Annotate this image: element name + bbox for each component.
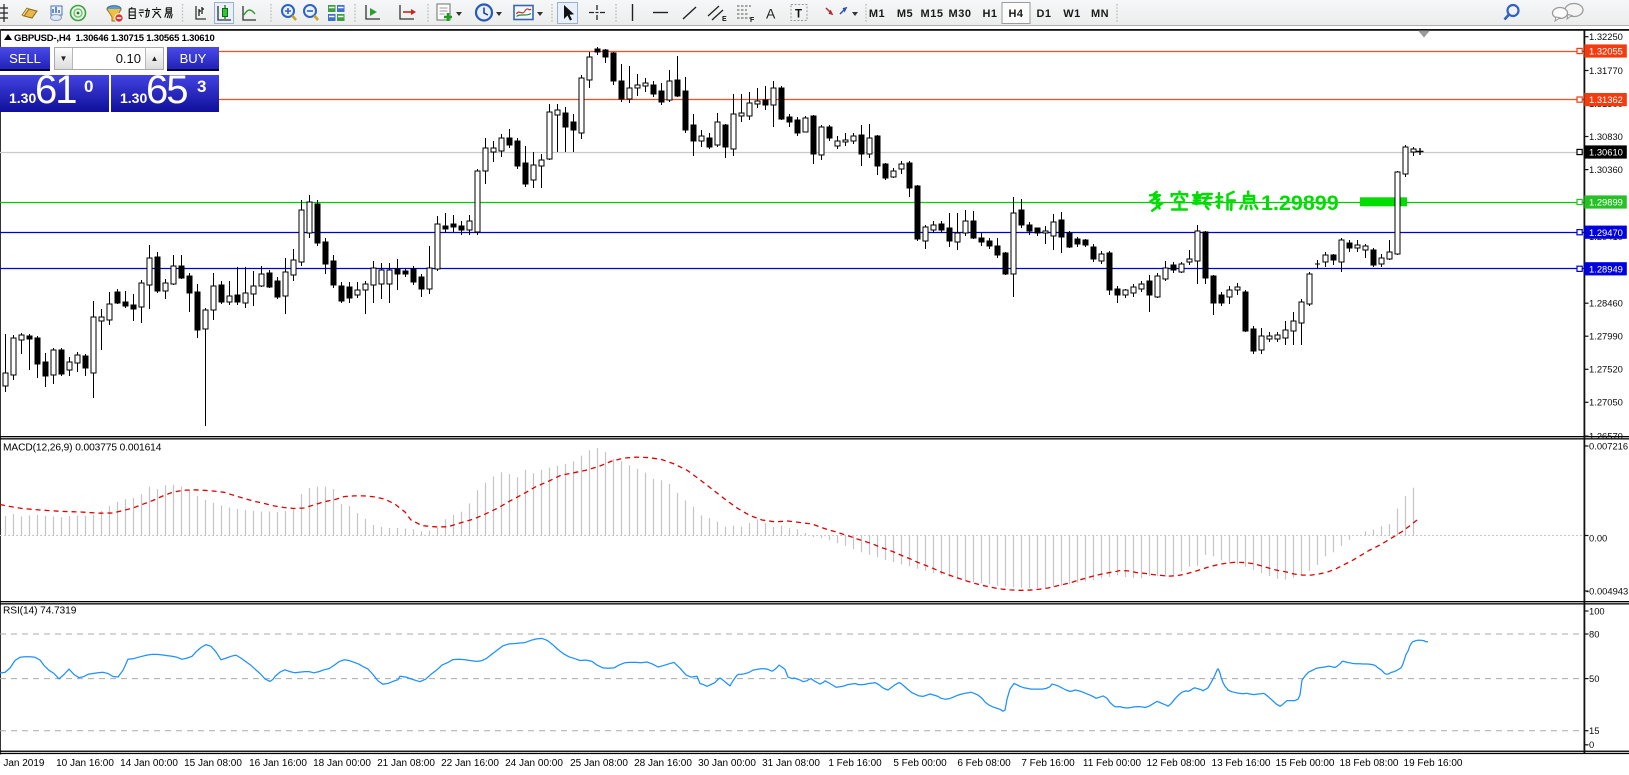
svg-text:H1: H1 <box>982 8 997 20</box>
svg-text:E: E <box>722 16 727 23</box>
svg-text:D1: D1 <box>1036 8 1051 20</box>
svg-text:6 Feb 08:00: 6 Feb 08:00 <box>957 758 1011 769</box>
svg-text:21 Jan 08:00: 21 Jan 08:00 <box>377 758 435 769</box>
svg-text:25 Jan 08:00: 25 Jan 08:00 <box>570 758 628 769</box>
svg-text:F: F <box>750 17 755 24</box>
svg-text:MACD(12,26,9) 0.003775 0.00161: MACD(12,26,9) 0.003775 0.001614 <box>3 443 162 454</box>
svg-text:7 Feb 16:00: 7 Feb 16:00 <box>1021 758 1075 769</box>
svg-text:M15: M15 <box>921 8 944 20</box>
svg-text:80: 80 <box>1589 628 1599 639</box>
svg-text:M30: M30 <box>949 8 972 20</box>
svg-text:15 Feb 00:00: 15 Feb 00:00 <box>1276 758 1335 769</box>
svg-text:28 Jan 16:00: 28 Jan 16:00 <box>634 758 692 769</box>
svg-text:11 Feb 00:00: 11 Feb 00:00 <box>1083 758 1142 769</box>
svg-text:M1: M1 <box>869 8 885 20</box>
svg-text:16 Jan 16:00: 16 Jan 16:00 <box>249 758 307 769</box>
svg-text:1.30610: 1.30610 <box>1589 147 1623 158</box>
svg-text:18 Jan 00:00: 18 Jan 00:00 <box>313 758 371 769</box>
svg-text:1.30360: 1.30360 <box>1589 164 1623 175</box>
svg-text:1.30830: 1.30830 <box>1589 131 1623 142</box>
svg-text:1.27520: 1.27520 <box>1589 364 1623 375</box>
svg-text:1.27990: 1.27990 <box>1589 331 1623 342</box>
svg-text:14 Jan 00:00: 14 Jan 00:00 <box>120 758 178 769</box>
svg-text:1.27050: 1.27050 <box>1589 397 1623 408</box>
svg-text:10 Jan 16:00: 10 Jan 16:00 <box>56 758 114 769</box>
svg-text:13 Feb 16:00: 13 Feb 16:00 <box>1212 758 1271 769</box>
svg-text:H4: H4 <box>1008 8 1023 20</box>
svg-text:1.29899: 1.29899 <box>1261 191 1339 215</box>
svg-text:1.26570: 1.26570 <box>1589 431 1623 442</box>
svg-text:5 Feb 00:00: 5 Feb 00:00 <box>893 758 947 769</box>
svg-text:M5: M5 <box>897 8 913 20</box>
svg-text:22 Jan 16:00: 22 Jan 16:00 <box>441 758 499 769</box>
svg-text:1.29899: 1.29899 <box>1589 197 1623 208</box>
svg-text:1 Feb 16:00: 1 Feb 16:00 <box>828 758 882 769</box>
svg-text:31 Jan 08:00: 31 Jan 08:00 <box>762 758 820 769</box>
svg-text:A: A <box>766 6 776 22</box>
svg-text:1.28460: 1.28460 <box>1589 298 1623 309</box>
svg-text:MN: MN <box>1091 8 1109 20</box>
svg-text:1.29470: 1.29470 <box>1589 227 1623 238</box>
svg-text:1.32250: 1.32250 <box>1589 31 1623 42</box>
svg-text:9 Jan 2019: 9 Jan 2019 <box>0 758 45 769</box>
svg-text:0: 0 <box>1589 739 1594 750</box>
svg-text:0.007216: 0.007216 <box>1589 440 1628 451</box>
svg-text:1.28949: 1.28949 <box>1589 263 1623 274</box>
svg-text:30 Jan 00:00: 30 Jan 00:00 <box>698 758 756 769</box>
svg-text:50: 50 <box>1589 673 1599 684</box>
svg-text:15 Jan 08:00: 15 Jan 08:00 <box>184 758 242 769</box>
svg-text:15: 15 <box>1589 725 1599 736</box>
svg-text:0.00: 0.00 <box>1589 532 1607 543</box>
svg-text:100: 100 <box>1589 605 1605 616</box>
svg-text:1.32055: 1.32055 <box>1589 46 1623 57</box>
svg-text:12 Feb 08:00: 12 Feb 08:00 <box>1147 758 1206 769</box>
svg-text:19 Feb 16:00: 19 Feb 16:00 <box>1404 758 1463 769</box>
svg-text:GBPUSD-,H4 1.30646 1.30715 1.: GBPUSD-,H4 1.30646 1.30715 1.30565 1.306… <box>14 33 215 44</box>
svg-text:1.31770: 1.31770 <box>1589 65 1623 76</box>
svg-text:RSI(14) 74.7319: RSI(14) 74.7319 <box>3 606 77 617</box>
svg-text:18 Feb 08:00: 18 Feb 08:00 <box>1340 758 1399 769</box>
svg-text:24 Jan 00:00: 24 Jan 00:00 <box>505 758 563 769</box>
svg-text:W1: W1 <box>1063 8 1081 20</box>
svg-text:1.31362: 1.31362 <box>1589 94 1623 105</box>
svg-text:-0.004943: -0.004943 <box>1586 585 1628 596</box>
svg-text:T: T <box>795 9 802 21</box>
